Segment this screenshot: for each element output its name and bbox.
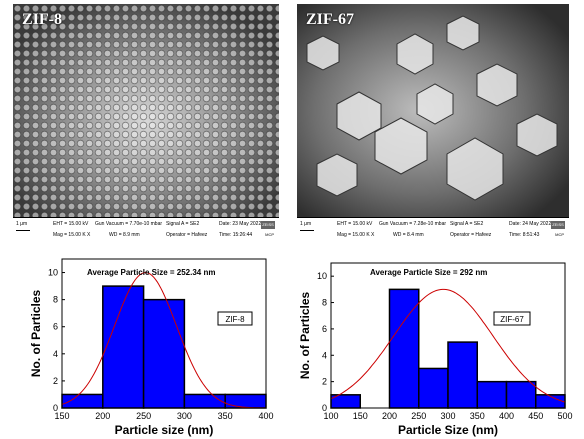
sem-label-zif8: ZIF-8: [22, 11, 62, 28]
scale-label: 1 μm: [16, 221, 28, 227]
legend-box: [493, 311, 531, 326]
histogram-bar: [476, 380, 508, 409]
time-text: Time: 15:26:44: [219, 232, 253, 238]
legend-label: ZIF-67: [500, 315, 524, 324]
x-axis-label: Particle Size (nm): [398, 423, 498, 437]
eht-text: EHT = 15.00 kV: [337, 221, 373, 227]
mcp-text: MCP: [555, 232, 564, 237]
scale-bar: [300, 230, 314, 231]
wd-text: WD = 8.9 mm: [109, 232, 140, 238]
histogram-bar: [224, 393, 267, 409]
zeiss-logo: ZEISS: [551, 221, 565, 229]
zeiss-logo: ZEISS: [261, 221, 275, 229]
histogram-bar: [418, 367, 449, 409]
mag-text: Mag = 15.00 K X: [53, 232, 91, 238]
x-tick-label: 300: [440, 411, 455, 421]
legend-box: [217, 311, 253, 326]
gaussian-fit-curve: [330, 288, 566, 403]
mag-text: Mag = 15.00 K X: [337, 232, 375, 238]
date-text: Date: 24 May 2022: [509, 221, 552, 227]
mcp-text: MCP: [265, 232, 274, 237]
y-tick-label: 6: [53, 322, 58, 332]
y-tick-label: 4: [53, 349, 58, 359]
sem-info-bar-zif67: 1 μm EHT = 15.00 kV Gun Vacuum = 7.28e-1…: [297, 217, 569, 242]
y-tick-label: 4: [322, 350, 327, 360]
scale-label: 1 μm: [300, 221, 312, 227]
x-axis-label: Particle size (nm): [115, 423, 214, 437]
histogram-zif8: 150 200 250 300 350 400 0 2 4 6 8 10 Average Particl…: [29, 258, 274, 437]
signal-text: Signal A = SE2: [166, 221, 200, 227]
y-tick-label: 2: [322, 377, 327, 387]
sem-micrograph-zif67: [297, 4, 569, 217]
sem-micrograph-zif8: [13, 4, 279, 217]
x-tick-label: 400: [499, 411, 514, 421]
histogram-bar: [102, 285, 145, 409]
x-tick-label: 450: [528, 411, 543, 421]
x-tick-label: 350: [470, 411, 485, 421]
y-tick-label: 10: [48, 268, 58, 278]
x-tick-label: 350: [218, 411, 233, 421]
x-tick-label: 500: [557, 411, 572, 421]
y-axis-label: No. of Particles: [29, 289, 43, 377]
histogram-bar: [183, 393, 226, 409]
wd-text: WD = 8.4 mm: [393, 232, 424, 238]
vacuum-text: Gun Vacuum = 7.70e-10 mbar: [95, 221, 163, 227]
scale-bar: [16, 230, 30, 231]
x-tick-label: 150: [353, 411, 368, 421]
histogram-bar: [447, 341, 478, 409]
y-tick-label: 8: [322, 298, 327, 308]
y-axis-label: No. of Particles: [298, 291, 312, 379]
histogram-zif67: 100 150 200 250 300 350 400 450 500 0 2 4 6 8 10 Averag…: [298, 262, 573, 437]
operator-text: Operator = Hafeez: [450, 232, 492, 238]
eht-text: EHT = 15.00 kV: [53, 221, 89, 227]
x-tick-label: 150: [54, 411, 69, 421]
y-tick-label: 8: [53, 295, 58, 305]
x-tick-label: 400: [258, 411, 273, 421]
y-tick-label: 10: [317, 271, 327, 281]
sem-image-zif67: ZIF-67 1 μm EHT = 15.00 kV Gun Vacuum = …: [297, 4, 569, 242]
gaussian-fit-curve: [61, 271, 266, 409]
y-tick-label: 0: [53, 403, 58, 413]
y-tick-label: 2: [53, 376, 58, 386]
histogram-bar: [505, 380, 537, 409]
time-text: Time: 8:51:43: [509, 232, 540, 238]
sem-image-zif8: ZIF-8 1 μm EHT = 15.00 kV Gun Vacuum = 7…: [13, 4, 279, 242]
vacuum-text: Gun Vacuum = 7.28e-10 mbar: [379, 221, 447, 227]
sem-label-zif67: ZIF-67: [306, 11, 354, 28]
x-tick-label: 300: [177, 411, 192, 421]
chart-title: Average Particle Size = 252.34 nm: [87, 268, 215, 277]
histogram-bar: [61, 393, 104, 409]
operator-text: Operator = Hafeez: [166, 232, 208, 238]
signal-text: Signal A = SE2: [450, 221, 484, 227]
x-tick-label: 250: [136, 411, 151, 421]
x-tick-label: 200: [95, 411, 110, 421]
plot-frame: [61, 258, 267, 409]
histogram-bar: [142, 298, 186, 409]
legend-label: ZIF-8: [225, 315, 245, 324]
y-tick-label: 0: [322, 403, 327, 413]
x-tick-label: 100: [323, 411, 338, 421]
sem-info-bar-zif8: 1 μm EHT = 15.00 kV Gun Vacuum = 7.70e-1…: [13, 217, 279, 242]
chart-title: Average Particle Size = 292 nm: [370, 268, 487, 277]
x-tick-label: 200: [382, 411, 397, 421]
y-tick-label: 6: [322, 324, 327, 334]
date-text: Date: 23 May 2022: [219, 221, 262, 227]
x-tick-label: 250: [411, 411, 426, 421]
